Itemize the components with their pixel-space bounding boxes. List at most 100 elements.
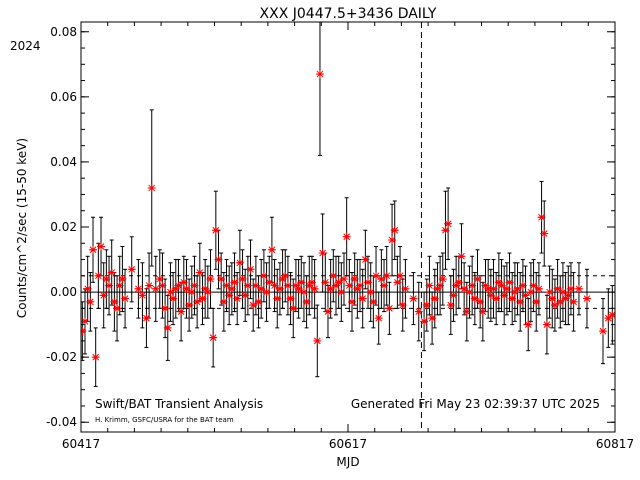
x-tick-label: 60817 (596, 437, 634, 451)
data-point (428, 314, 437, 323)
data-point (582, 294, 591, 303)
data-point (414, 307, 423, 316)
data-point (297, 278, 306, 287)
data-point (532, 297, 541, 306)
data-point (566, 284, 575, 293)
data-point (534, 284, 543, 293)
data-point (318, 249, 327, 258)
data-point (473, 275, 482, 284)
data-point (492, 294, 501, 303)
data-point (468, 281, 477, 290)
data-point (542, 320, 551, 329)
data-point (161, 304, 170, 313)
data-point (369, 297, 378, 306)
data-point (227, 284, 236, 293)
data-point (177, 307, 186, 316)
data-point (281, 271, 290, 280)
data-point (436, 281, 445, 290)
data-point (449, 291, 458, 300)
year-label: 2024 (10, 39, 41, 53)
data-point (134, 284, 143, 293)
data-point (99, 291, 108, 300)
data-point (444, 219, 453, 228)
data-point (243, 281, 252, 290)
data-point (225, 291, 234, 300)
y-tick-label: -0.02 (46, 350, 77, 364)
data-point (430, 294, 439, 303)
data-point (286, 294, 295, 303)
footer-right-text: Generated Fri May 23 02:39:37 UTC 2025 (351, 397, 600, 411)
data-point (198, 294, 207, 303)
data-point (113, 304, 122, 313)
data-point (235, 258, 244, 267)
y-tick-label: 0.06 (50, 90, 77, 104)
data-point (396, 271, 405, 280)
data-point (121, 294, 130, 303)
data-point (254, 297, 263, 306)
data-point (401, 284, 410, 293)
data-point (489, 284, 498, 293)
data-point (233, 294, 242, 303)
data-point (259, 271, 268, 280)
data-point (574, 284, 583, 293)
data-point (548, 294, 557, 303)
data-point (230, 278, 239, 287)
data-point (110, 297, 119, 306)
y-tick-label: 0.04 (50, 155, 77, 169)
data-point (211, 226, 220, 235)
data-point (398, 301, 407, 310)
footer-credit-text: H. Krimm, GSFC/USRA for the BAT team (95, 416, 234, 424)
data-point (81, 327, 87, 336)
data-point (89, 245, 98, 254)
data-point (497, 281, 506, 290)
data-point (462, 307, 471, 316)
data-point (545, 288, 554, 297)
data-point (275, 284, 284, 293)
data-point (195, 268, 204, 277)
data-point (393, 278, 402, 287)
data-point (206, 275, 215, 284)
data-point (518, 281, 527, 290)
data-point (241, 291, 250, 300)
data-point (350, 275, 359, 284)
data-point (209, 333, 218, 342)
data-point (219, 297, 228, 306)
data-point (147, 183, 156, 192)
data-point (323, 307, 332, 316)
data-point (187, 288, 196, 297)
y-tick-label: 0.08 (50, 25, 77, 39)
data-point (537, 213, 546, 222)
data-point (388, 236, 397, 245)
data-point (163, 323, 172, 332)
data-point (267, 245, 276, 254)
data-point (374, 314, 383, 323)
data-point (246, 265, 255, 274)
x-axis-label: MJD (336, 455, 359, 469)
data-point (372, 271, 381, 280)
data-point (385, 304, 394, 313)
data-point (329, 271, 338, 280)
data-point (478, 307, 487, 316)
data-point (476, 297, 485, 306)
data-point (326, 284, 335, 293)
data-point (283, 281, 292, 290)
data-point (294, 284, 303, 293)
data-point (382, 271, 391, 280)
data-point (457, 252, 466, 261)
data-point (505, 278, 514, 287)
y-tick-label: 0.00 (50, 285, 77, 299)
data-point (289, 304, 298, 313)
data-point (358, 294, 367, 303)
data-point (138, 291, 147, 300)
data-point (169, 294, 178, 303)
data-point (500, 291, 509, 300)
data-point (151, 284, 160, 293)
data-point (524, 320, 533, 329)
data-point (313, 336, 322, 345)
data-point (409, 294, 418, 303)
y-tick-label: 0.02 (50, 220, 77, 234)
x-tick-label: 60417 (62, 437, 100, 451)
data-point (203, 288, 212, 297)
x-tick-label: 60617 (329, 437, 367, 451)
